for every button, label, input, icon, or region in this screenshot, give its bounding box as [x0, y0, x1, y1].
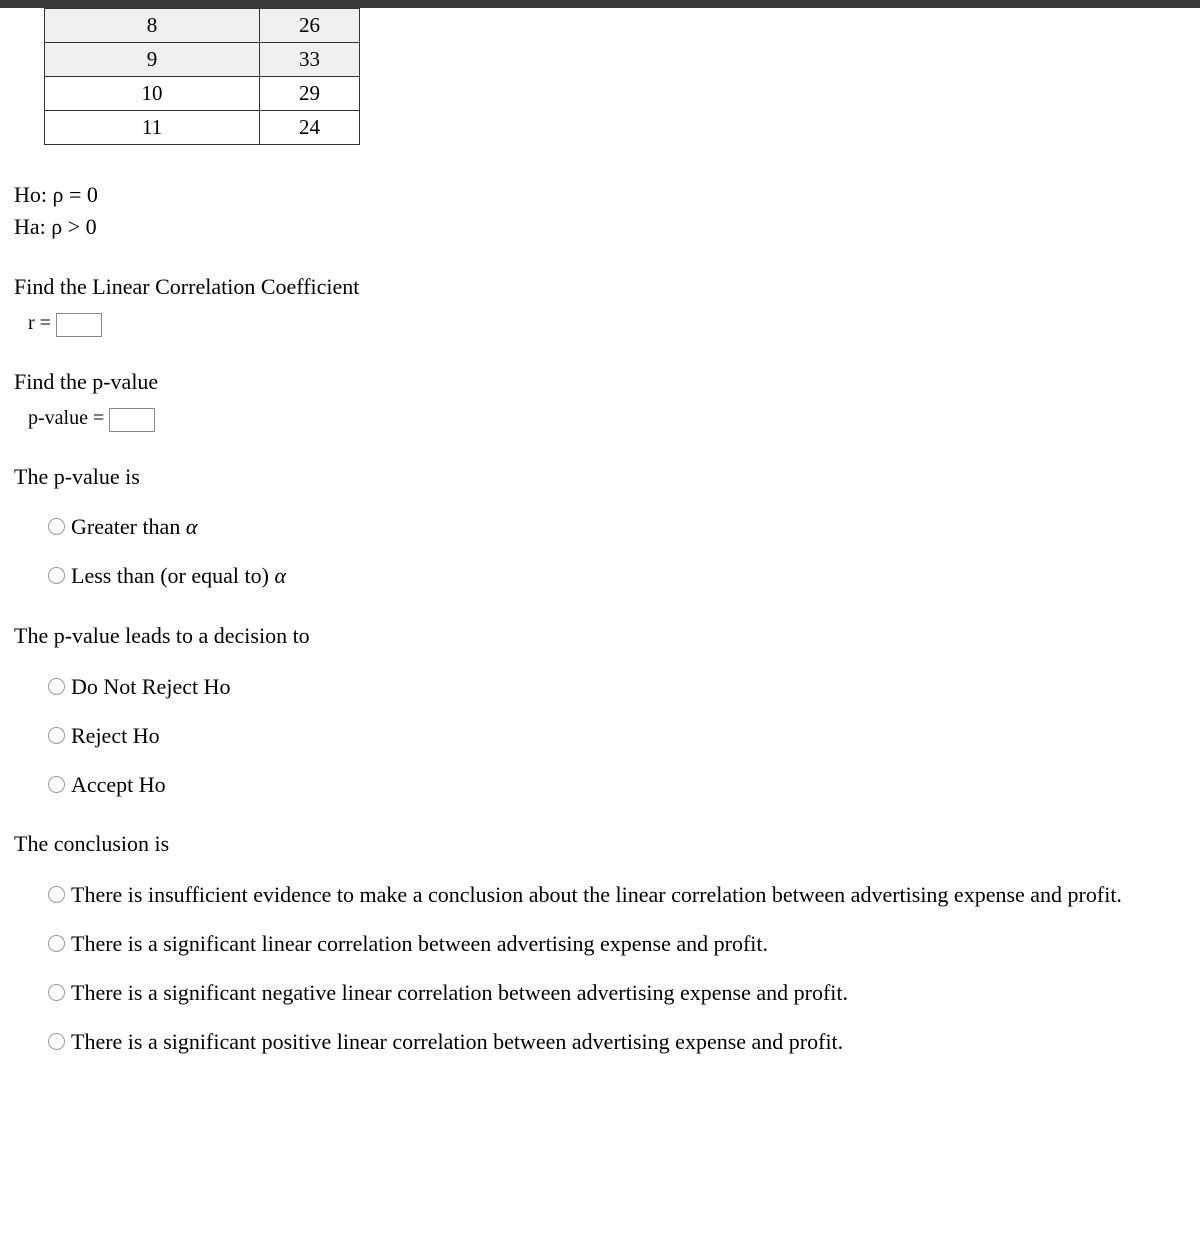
radio-icon [48, 984, 65, 1001]
prompt-conclusion: The conclusion is [14, 828, 1186, 860]
option-pv-less[interactable]: Less than (or equal to) α [48, 561, 1186, 592]
table-cell: 11 [45, 111, 260, 145]
prompt-pvalue: Find the p-value [14, 366, 1186, 398]
option-label: There is a significant linear correlatio… [71, 929, 1186, 960]
table-cell: 10 [45, 77, 260, 111]
radio-icon [48, 727, 65, 744]
table-row: 11 24 [45, 111, 360, 145]
option-pv-greater[interactable]: Greater than α [48, 512, 1186, 543]
option-label: Accept Ho [71, 770, 1186, 801]
question-content: 8 26 9 33 10 29 11 24 Ho: ρ = 0 Ha: ρ > … [0, 8, 1200, 1105]
option-reject[interactable]: Reject Ho [48, 721, 1186, 752]
input-pvalue[interactable] [109, 408, 155, 432]
table-row: 10 29 [45, 77, 360, 111]
option-insufficient[interactable]: There is insufficient evidence to make a… [48, 880, 1186, 911]
null-hypothesis: Ho: ρ = 0 [14, 179, 1186, 211]
question-decision: The p-value leads to a decision to Do No… [14, 620, 1186, 800]
radio-icon [48, 776, 65, 793]
option-label: Do Not Reject Ho [71, 672, 1186, 703]
table-cell: 26 [260, 9, 360, 43]
prompt-decision: The p-value leads to a decision to [14, 620, 1186, 652]
input-r[interactable] [56, 313, 102, 337]
window-topbar [0, 0, 1200, 8]
radio-icon [48, 518, 65, 535]
option-label: Reject Ho [71, 721, 1186, 752]
option-label: There is insufficient evidence to make a… [71, 880, 1186, 911]
radio-icon [48, 935, 65, 952]
question-conclusion: The conclusion is There is insufficient … [14, 828, 1186, 1057]
label-pvalue: p-value = [28, 407, 104, 429]
label-r: r = [28, 312, 51, 334]
radio-icon [48, 1033, 65, 1050]
table-cell: 33 [260, 43, 360, 77]
question-pv-compare: The p-value is Greater than α Less than … [14, 461, 1186, 592]
option-label: Greater than α [71, 512, 1186, 543]
option-significant[interactable]: There is a significant linear correlatio… [48, 929, 1186, 960]
alt-hypothesis: Ha: ρ > 0 [14, 211, 1186, 243]
option-label: There is a significant positive linear c… [71, 1027, 1186, 1058]
table-row: 8 26 [45, 9, 360, 43]
question-pvalue: Find the p-value p-value = [14, 366, 1186, 433]
table-cell: 24 [260, 111, 360, 145]
table-cell: 29 [260, 77, 360, 111]
option-label: There is a significant negative linear c… [71, 978, 1186, 1009]
radio-icon [48, 886, 65, 903]
option-accept[interactable]: Accept Ho [48, 770, 1186, 801]
option-label: Less than (or equal to) α [71, 561, 1186, 592]
table-cell: 9 [45, 43, 260, 77]
table-cell: 8 [45, 9, 260, 43]
question-r: Find the Linear Correlation Coefficient … [14, 271, 1186, 338]
option-significant-positive[interactable]: There is a significant positive linear c… [48, 1027, 1186, 1058]
option-significant-negative[interactable]: There is a significant negative linear c… [48, 978, 1186, 1009]
option-do-not-reject[interactable]: Do Not Reject Ho [48, 672, 1186, 703]
radio-icon [48, 567, 65, 584]
prompt-pv-compare: The p-value is [14, 461, 1186, 493]
radio-icon [48, 678, 65, 695]
hypotheses: Ho: ρ = 0 Ha: ρ > 0 [14, 179, 1186, 243]
data-table: 8 26 9 33 10 29 11 24 [44, 8, 360, 145]
prompt-r: Find the Linear Correlation Coefficient [14, 271, 1186, 303]
table-row: 9 33 [45, 43, 360, 77]
